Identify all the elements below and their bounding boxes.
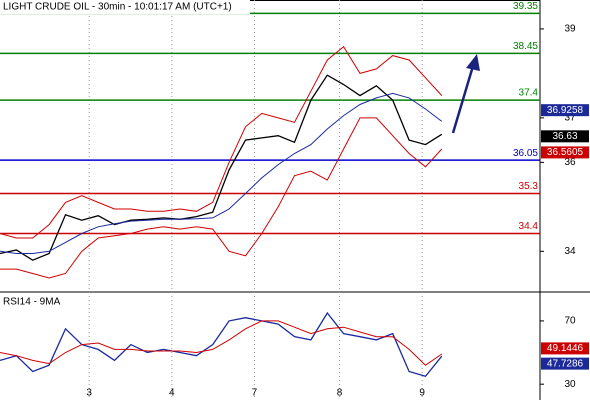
series-line (0, 45, 443, 239)
y-tick-label: 36 (564, 157, 576, 168)
x-tick-label: 3 (86, 388, 92, 399)
value-box: 47.7286 (541, 357, 589, 370)
series-line (0, 320, 443, 366)
x-tick-label: 4 (169, 388, 175, 399)
y-tick-label: 39 (564, 24, 576, 35)
value-box-bg (541, 357, 589, 370)
series-line (0, 74, 443, 261)
level-label: 39.35 (513, 1, 538, 12)
x-tick-label: 9 (419, 388, 425, 399)
y-tick-label: 30 (564, 379, 576, 390)
value-box-label: 36.5605 (547, 147, 584, 158)
panel-title: RSI14 - 9MA (3, 297, 61, 308)
value-box: 36.63 (541, 130, 589, 143)
level-label: 35.3 (519, 181, 539, 192)
value-box-label: 36.63 (552, 131, 577, 142)
value-box: 49.1446 (541, 342, 589, 355)
value-box-label: 47.7286 (547, 358, 584, 369)
level-label: 38.45 (513, 41, 538, 52)
forecast-arrow (451, 65, 475, 134)
value-box: 36.5605 (541, 146, 589, 159)
y-tick-label: 70 (564, 316, 576, 327)
series-line (0, 117, 443, 279)
title-bg (0, 0, 250, 14)
level-label: 37.4 (519, 88, 539, 99)
value-box-label: 49.1446 (547, 343, 584, 354)
level-label: 36.05 (513, 148, 538, 159)
x-tick-label: 8 (337, 388, 343, 399)
value-box-bg (541, 146, 589, 159)
series-line (0, 311, 443, 378)
value-box-bg (541, 342, 589, 355)
value-box-bg (541, 104, 589, 117)
x-tick-label: 7 (252, 388, 258, 399)
y-tick-label: 34 (564, 246, 576, 257)
value-box: 36.9258 (541, 104, 589, 117)
chart-title: LIGHT CRUDE OIL - 30min - 10:01:17 AM (U… (3, 2, 232, 13)
arrow-head (466, 54, 480, 71)
series-line (0, 92, 443, 254)
value-box-bg (541, 130, 589, 143)
value-box-label: 36.9258 (547, 105, 584, 116)
y-tick-label: 37 (564, 113, 576, 124)
level-label: 34.4 (519, 221, 539, 232)
